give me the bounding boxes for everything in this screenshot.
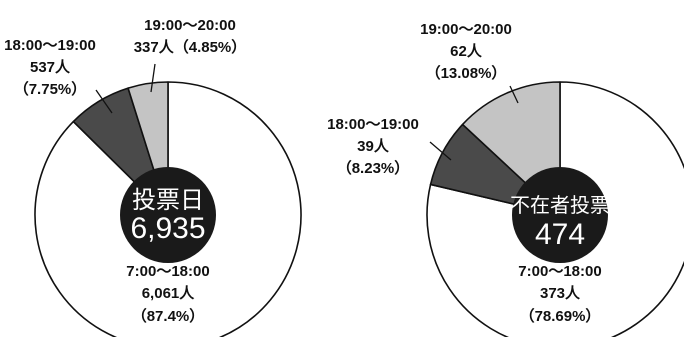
pie-2-slice-7-18-label: 7:00〜18:00	[518, 263, 601, 280]
pie-1-leader-slice-18-19	[95, 89, 113, 114]
pie-2-leader-slice-19-20	[509, 85, 519, 104]
pie-1-center-disc	[120, 167, 216, 263]
pie-2-center-disc	[512, 167, 608, 263]
pie-2-slice-7-18-count: 373人	[540, 285, 581, 302]
pie-2-center-value: 474	[535, 218, 585, 251]
pie-1-slice-7-18-percent: （87.4%）	[132, 307, 205, 325]
pie-1-slice-18-19-count: 537人	[30, 59, 71, 76]
pie-1-center-label: 投票日	[132, 187, 204, 214]
pie-2-slice-18-19-label: 18:00〜19:00	[327, 116, 419, 133]
pie-2-slice-18-19-count: 39人	[357, 138, 390, 155]
pie-1-leader-slice-19-20	[150, 63, 156, 93]
pie-1-slice-19-20-percent: （4.85%）	[174, 38, 247, 56]
pie-2-leader-slice-18-19	[429, 141, 452, 161]
pie-1-slice-7-18-count: 6,061人	[142, 285, 196, 302]
pie-2-slice-19-20-label: 19:00〜20:00	[420, 21, 512, 38]
pie-1-slice-19-20-label: 19:00〜20:00	[144, 17, 236, 34]
pie-1-slice-18-19-label: 18:00〜19:00	[4, 37, 96, 54]
pie-2-center-label: 不在者投票	[510, 194, 610, 217]
pie-2-slice-19-20-count: 62人	[450, 43, 483, 60]
pie-chart-1	[34, 81, 302, 337]
pie-1-slice-7-18-label: 7:00〜18:00	[126, 263, 209, 280]
pie-1-slice-18-19-percent: （7.75%）	[14, 80, 87, 98]
pie-chart-2	[426, 81, 684, 337]
pie-2-slice-7-18-percent: （78.69%）	[520, 307, 601, 325]
pie-2-slice-19-20-percent: （13.08%）	[426, 64, 507, 82]
pie-2-slice-18-19-percent: （8.23%）	[337, 159, 410, 177]
pie-2-slice-7-18	[426, 81, 684, 337]
pie-1-slice-19-20-count-percent: 337人（4.85%）	[134, 38, 247, 56]
pie-1-center-value: 6,935	[130, 212, 205, 245]
pie-1-slice-19-20-count: 337人	[134, 39, 175, 56]
